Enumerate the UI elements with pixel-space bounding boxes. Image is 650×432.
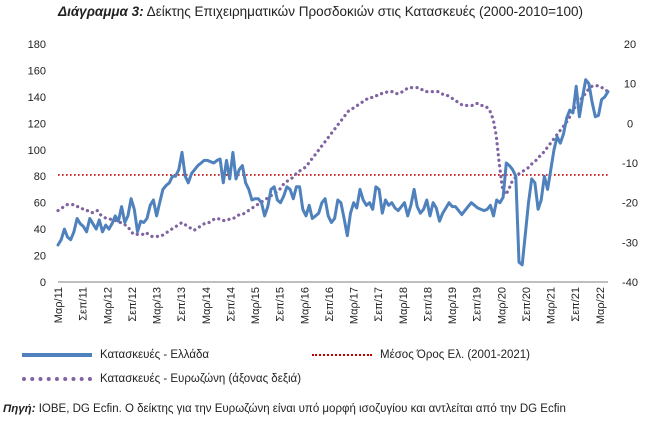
x-tick-label: Σεπ/19 [472,287,484,322]
source-lead: Πηγή: [3,403,36,415]
y-left-tick-label: 20 [34,251,46,263]
x-tick-label: Σεπ/20 [521,287,533,322]
line-chart: 0 20 40 60 80 100 120 140 160 180 -40 -30 -20 -10 0 10 2… [28,39,638,324]
y-right-tick-label: -10 [622,158,638,170]
source-note: Πηγή: ΙΟΒΕ, DG Ecfin. Ο δείκτης για την … [3,403,566,415]
x-tick-label: Μαρ/16 [299,287,311,324]
legend-label-mean: Μέσος Όρος Ελ. (2001-2021) [380,349,530,361]
x-tick-label: Μαρ/22 [595,287,607,324]
x-tick-label: Μαρ/21 [546,287,558,324]
x-tick-label: Μαρ/18 [398,287,410,324]
x-tick-label: Μαρ/13 [152,287,164,324]
x-tick-label: Σεπ/12 [127,287,139,322]
series-line-greece [56,78,610,267]
y-right-tick-label: -20 [622,198,638,210]
y-right-tick-label: -30 [622,237,638,249]
legend-swatch-greece [22,352,92,357]
x-tick-label: Σεπ/16 [324,287,336,322]
x-tick-label: Μαρ/17 [349,287,361,324]
x-tick-label: Μαρ/19 [447,287,459,324]
legend-label-eurozone: Κατασκευές - Ευρωζώνη (άξονας δεξιά) [100,373,302,385]
chart-title-text: Δείκτης Επιχειρηματικών Προσδοκιών στις … [146,4,584,19]
x-tick-label: Μαρ/12 [102,287,114,324]
series-line-eurozone [56,84,610,238]
y-right-tick-label: 10 [624,79,636,91]
legend-item-eurozone: Κατασκευές - Ευρωζώνη (άξονας δεξιά) [22,373,301,385]
y-left-tick-label: 100 [28,145,46,157]
legend-swatch-eurozone [22,376,92,381]
y-left-tick-label: 180 [28,39,46,51]
legend-label-greece: Κατασκευές - Ελλάδα [100,349,210,361]
y-right-tick-label: 20 [624,39,636,51]
x-tick-label: Σεπ/15 [275,287,287,322]
legend-item-greece: Κατασκευές - Ελλάδα [22,349,209,361]
x-tick-label: Σεπ/11 [78,287,90,321]
x-tick-label: Μαρ/11 [53,287,65,323]
legend-item-mean: Μέσος Όρος Ελ. (2001-2021) [312,349,530,361]
chart-title-lead: Διάγραμμα 3: [58,4,144,19]
x-tick-label: Μαρ/20 [496,287,508,324]
x-tick-label: Μαρ/14 [201,287,213,324]
legend-swatch-mean [312,353,372,356]
x-tick-label: Σεπ/17 [373,287,385,322]
x-tick-label: Σεπ/13 [176,287,188,322]
y-left-tick-label: 120 [28,118,46,130]
y-left-tick-label: 60 [34,198,46,210]
x-tick-label: Σεπ/18 [422,287,434,322]
x-tick-label: Μαρ/15 [250,287,262,324]
y-left-tick-label: 160 [28,65,46,77]
y-right-tick-label: 0 [627,118,633,130]
y-right-tick-label: -40 [622,277,638,289]
y-left-tick-label: 140 [28,92,46,104]
x-tick-label: Σεπ/21 [570,287,582,322]
source-text: ΙΟΒΕ, DG Ecfin. Ο δείκτης για την Ευρωζώ… [38,403,566,415]
y-left-tick-label: 0 [40,277,46,289]
x-tick-label: Σεπ/14 [225,287,237,322]
y-left-tick-label: 40 [34,224,46,236]
chart-title: Διάγραμμα 3: Δείκτης Επιχειρηματικών Προ… [58,4,583,19]
y-left-tick-label: 80 [34,171,46,183]
